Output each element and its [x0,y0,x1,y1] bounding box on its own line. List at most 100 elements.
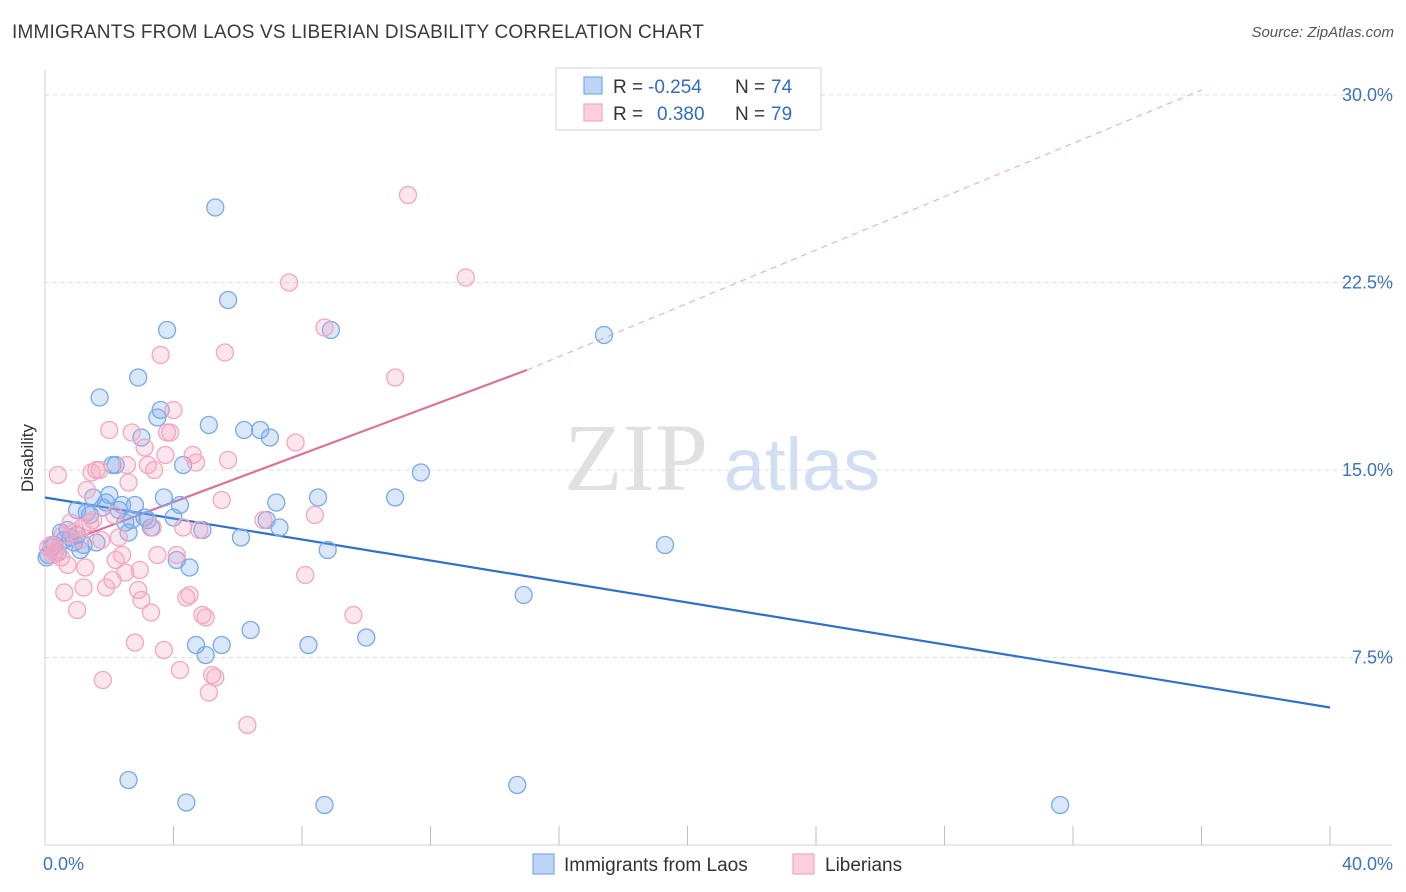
liberians-point [212,490,231,510]
liberians-point [125,633,145,652]
legend-n-value-liberians: 79 [771,104,792,125]
bottom-legend-label-liberians: Liberians [825,855,902,876]
y-tick-label: 7.5% [1352,648,1393,668]
liberians-point [180,585,199,605]
laos-point [655,535,675,555]
laos-point [180,558,199,577]
liberians-point [55,583,74,602]
liberians-trend-extension [526,89,1202,371]
liberians-point [305,505,325,525]
legend-box: R = -0.254 N = 74 R = 0.380 N = 79 [555,67,822,131]
liberians-point [151,345,170,365]
x-tick-label: 40.0% [1342,854,1393,874]
laos-point [231,528,251,547]
liberians-point [58,555,77,575]
liberians-point [186,453,206,472]
liberians-point [296,565,315,585]
y-tick-label: 15.0% [1342,460,1393,480]
watermark-atlas: atlas [724,423,880,506]
liberians-point [119,473,138,492]
liberians-point [196,608,215,627]
laos-point [508,775,527,795]
liberians-point [104,505,124,525]
legend-r-value-laos: -0.254 [648,77,702,98]
liberians-point [279,273,299,292]
liberians-point [141,603,161,622]
liberians-point [72,518,92,537]
laos-point [177,793,196,812]
liberians-point [218,450,238,470]
laos-point [411,463,431,482]
liberians-point [92,530,111,550]
liberians-point [82,463,101,482]
laos-point [308,488,328,507]
y-axis-label: Disability [18,423,37,492]
axis-labels: 7.5% 15.0% 22.5% 30.0% 0.0% 40.0% Disability [18,85,1393,874]
laos-point [151,400,170,420]
laos-point [196,645,215,665]
laos-point [594,325,614,345]
liberians-point [76,558,95,577]
laos-point [129,368,148,387]
bottom-legend-swatch-laos [532,853,555,875]
liberians-point [100,420,119,440]
liberians-point [315,318,334,337]
chart-title: IMMIGRANTS FROM LAOS VS LIBERIAN DISABIL… [12,22,705,43]
liberians-point [456,268,475,287]
liberians-point [286,433,305,452]
laos-point [119,770,138,790]
liberians-point [145,460,164,480]
laos-point [260,428,280,447]
legend-swatch-liberians [583,103,603,122]
liberians-point [148,545,167,565]
laos-point [199,415,218,435]
laos-point [218,290,238,310]
legend-r-value-liberians: 0.380 [657,104,705,125]
laos-point [90,388,109,407]
legend-n-label-liberians: N = [735,104,765,125]
liberians-point [130,560,149,580]
x-tick-label: 0.0% [43,854,84,874]
y-tick-label: 22.5% [1342,273,1393,293]
liberians-point [116,563,135,582]
liberians-point [93,670,112,690]
liberians-point [202,665,222,685]
liberians-point [67,600,87,620]
liberians-point [77,480,96,500]
y-tick-label: 30.0% [1342,85,1393,105]
liberians-point [53,525,72,545]
bottom-legend: Immigrants from Laos Liberians [532,853,902,876]
liberians-point [112,545,132,565]
laos-point [241,620,260,640]
laos-point [318,540,337,560]
liberians-point [156,445,175,465]
laos-point [206,198,225,217]
liberians-point [190,520,209,540]
laos-point [270,518,289,537]
laos-point [71,540,90,560]
liberians-point [109,528,129,547]
liberians-point [129,580,148,600]
axes [44,70,1392,846]
laos-trend-line [44,496,1331,709]
laos-point [251,420,270,440]
laos-point [157,320,177,340]
laos-point [514,585,533,605]
laos-point [132,428,151,447]
liberians-point [122,423,141,442]
laos-point [1051,795,1070,815]
trend-lines [44,89,1331,709]
liberians-point [238,715,257,735]
bottom-legend-swatch-liberians [792,853,815,875]
liberians-point [154,640,174,660]
liberians-point [132,590,151,610]
legend-n-value-laos: 74 [771,77,793,98]
laos-point [357,628,376,647]
laos-point [386,488,405,507]
laos-point [125,495,145,515]
laos-point [170,495,190,515]
liberians-point [43,545,63,565]
liberians-point [117,455,137,475]
bottom-legend-label-laos: Immigrants from Laos [564,855,748,876]
